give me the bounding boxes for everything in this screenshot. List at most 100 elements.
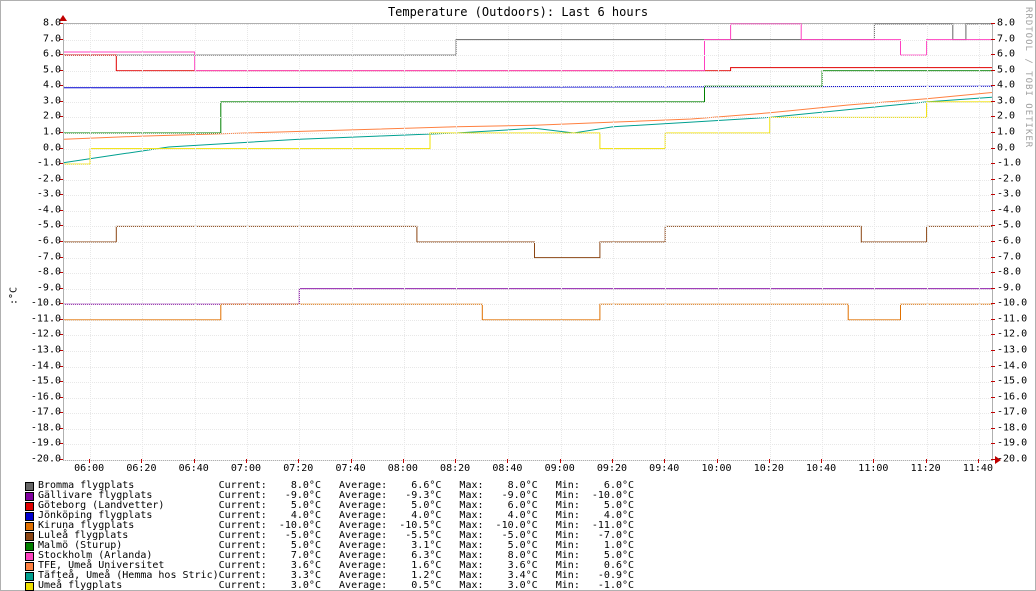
y-tick-label: 7.0 [23, 33, 61, 44]
gridline-v [561, 24, 562, 460]
y-tick-label-right: -13.0 [997, 345, 1035, 356]
y-tick-label: 6.0 [23, 49, 61, 60]
legend-swatch [25, 522, 34, 531]
y-tick-label: -7.0 [23, 251, 61, 262]
series-line-stockholm [64, 24, 992, 71]
gridline-h [64, 335, 992, 336]
y-tick-label-right: -11.0 [997, 313, 1035, 324]
gridline-v [979, 24, 980, 460]
y-tick-mark [991, 272, 995, 273]
gridline-v [404, 24, 405, 460]
legend-swatch [25, 542, 34, 551]
y-tick-label-right: -17.0 [997, 407, 1035, 418]
gridline-v [613, 24, 614, 460]
y-tick-label: -18.0 [23, 422, 61, 433]
x-tick-label: 09:00 [545, 463, 575, 474]
x-tick-label: 07:20 [283, 463, 313, 474]
gridline-v [247, 24, 248, 460]
y-tick-mark [991, 412, 995, 413]
gridline-v [822, 24, 823, 460]
gridline-v [456, 24, 457, 460]
legend-swatch [25, 552, 34, 561]
series-line-taftea [64, 97, 992, 162]
gridline-h [64, 180, 992, 181]
y-tick-label: -3.0 [23, 189, 61, 200]
y-tick-mark [991, 303, 995, 304]
y-tick-label: -6.0 [23, 236, 61, 247]
y-tick-label: -1.0 [23, 158, 61, 169]
y-tick-label-right: 7.0 [997, 33, 1035, 44]
gridline-h [64, 444, 992, 445]
chart-title: Temperature (Outdoors): Last 6 hours [1, 5, 1035, 19]
y-tick-mark [991, 334, 995, 335]
gridline-h [64, 273, 992, 274]
y-tick-mark [991, 54, 995, 55]
gridline-h [64, 429, 992, 430]
y-tick-label: -10.0 [23, 298, 61, 309]
y-tick-mark [991, 319, 995, 320]
y-tick-label-right: -3.0 [997, 189, 1035, 200]
legend-swatch [25, 492, 34, 501]
x-tick-label: 07:00 [231, 463, 261, 474]
gridline-h [64, 320, 992, 321]
y-tick-label: 0.0 [23, 142, 61, 153]
y-tick-label-right: 1.0 [997, 127, 1035, 138]
series-line-gallivare [64, 289, 992, 305]
y-tick-label: -13.0 [23, 345, 61, 356]
gridline-h [64, 398, 992, 399]
x-tick-label: 11:40 [963, 463, 993, 474]
y-tick-label-right: -6.0 [997, 236, 1035, 247]
series-line-kiruna [64, 304, 992, 320]
y-tick-label: -16.0 [23, 391, 61, 402]
legend-swatch [25, 482, 34, 491]
y-tick-label: -2.0 [23, 173, 61, 184]
gridline-h [64, 351, 992, 352]
gridline-v [770, 24, 771, 460]
x-tick-label: 08:00 [388, 463, 418, 474]
y-axis-label: :°C [9, 286, 20, 304]
y-tick-mark [991, 23, 995, 24]
y-tick-mark [991, 194, 995, 195]
gridline-h [64, 289, 992, 290]
gridline-h [64, 86, 992, 87]
y-tick-label: -8.0 [23, 267, 61, 278]
y-tick-label: -4.0 [23, 204, 61, 215]
y-tick-label: 5.0 [23, 64, 61, 75]
y-tick-label-right: -19.0 [997, 438, 1035, 449]
y-tick-label-right: -2.0 [997, 173, 1035, 184]
gridline-h [64, 133, 992, 134]
x-tick-label: 09:20 [597, 463, 627, 474]
x-tick-label: 06:40 [179, 463, 209, 474]
y-tick-label-right: -16.0 [997, 391, 1035, 402]
y-tick-mark [991, 39, 995, 40]
gridline-h [64, 382, 992, 383]
y-tick-label: -9.0 [23, 282, 61, 293]
x-tick-label: 11:00 [858, 463, 888, 474]
y-tick-mark [991, 428, 995, 429]
y-tick-label-right: 5.0 [997, 64, 1035, 75]
x-tick-label: 08:20 [440, 463, 470, 474]
gridline-h [64, 24, 992, 25]
y-tick-mark [991, 163, 995, 164]
gridline-v [299, 24, 300, 460]
y-tick-label-right: -12.0 [997, 329, 1035, 340]
legend-swatch [25, 572, 34, 581]
y-tick-label-right: -5.0 [997, 220, 1035, 231]
y-tick-mark [991, 443, 995, 444]
series-line-goteborg [64, 55, 992, 71]
y-tick-label-right: -15.0 [997, 376, 1035, 387]
x-tick-label: 09:40 [649, 463, 679, 474]
y-tick-mark [991, 381, 995, 382]
y-tick-mark [991, 288, 995, 289]
y-tick-label: 8.0 [23, 18, 61, 29]
y-tick-label-right: 4.0 [997, 80, 1035, 91]
y-tick-label: 3.0 [23, 95, 61, 106]
y-tick-label-right: -20.0 [997, 454, 1035, 465]
y-tick-mark [991, 101, 995, 102]
y-tick-label: -17.0 [23, 407, 61, 418]
x-tick-label: 11:20 [911, 463, 941, 474]
gridline-h [64, 40, 992, 41]
y-tick-label-right: -18.0 [997, 422, 1035, 433]
y-tick-label-right: -4.0 [997, 204, 1035, 215]
x-tick-label: 10:20 [754, 463, 784, 474]
